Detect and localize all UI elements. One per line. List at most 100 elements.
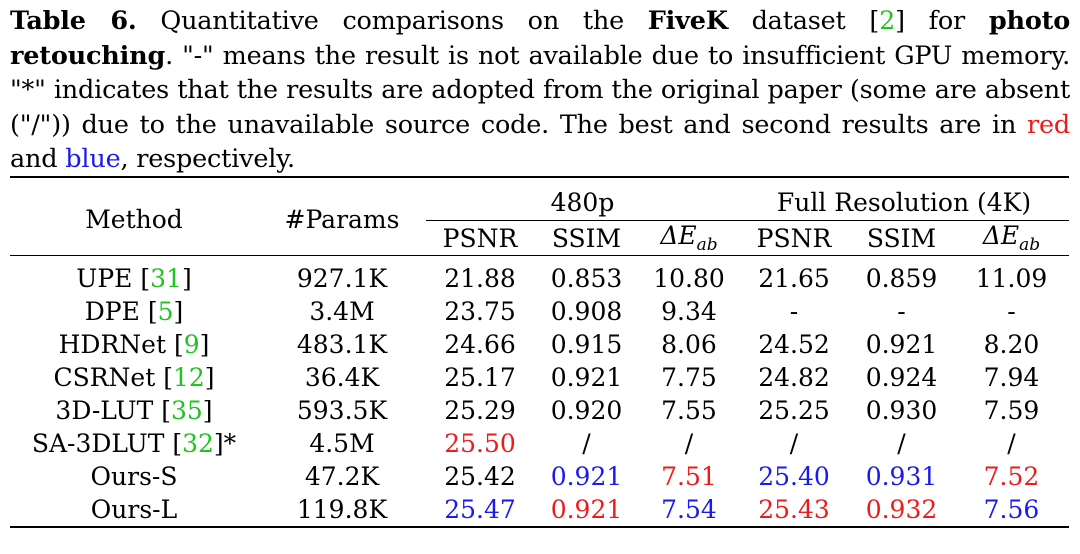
metric-cell: 8.20 xyxy=(983,330,1040,359)
metric-cell: 25.17 xyxy=(444,363,516,392)
metric-cell: 7.52 xyxy=(983,462,1040,491)
metric-cell: 25.29 xyxy=(444,396,516,425)
metric-cell: 9.34 xyxy=(661,297,717,326)
metric-cell: 7.56 xyxy=(983,495,1040,524)
citation-link[interactable]: 31 xyxy=(150,264,182,293)
caption-blue-word: blue xyxy=(65,144,121,174)
metric-cell: 24.82 xyxy=(758,363,830,392)
method-name: DPE xyxy=(84,297,148,326)
metric-cell: 0.915 xyxy=(550,330,623,359)
caption-text: ] for xyxy=(895,6,989,36)
metric-cell: 0.921 xyxy=(865,330,938,359)
method-name: Ours-S xyxy=(90,462,178,491)
header-psnr: PSNR xyxy=(442,223,518,253)
params-cell: 47.2K xyxy=(304,462,380,491)
table-row: Ours-L 119.8K 25.47 0.921 7.54 25.43 0.932 7.56 xyxy=(10,493,1069,527)
metric-cell: 24.66 xyxy=(444,330,516,359)
metric-cell: 0.921 xyxy=(550,363,623,392)
method-name: HDRNet xyxy=(58,330,174,359)
caption-red-word: red xyxy=(1026,109,1070,140)
method-name: 3D-LUT xyxy=(55,396,162,425)
header-480p: 480p xyxy=(426,178,739,221)
method-name: CSRNet xyxy=(53,363,164,392)
asterisk-mark: * xyxy=(223,429,237,458)
metric-cell: / xyxy=(789,429,799,458)
metric-cell: 7.54 xyxy=(661,495,717,524)
metric-cell: 7.75 xyxy=(661,363,717,392)
metric-cell: 0.921 xyxy=(550,462,623,491)
caption-text: . "-" means the result is not available … xyxy=(10,40,1070,140)
citation-link[interactable]: 5 xyxy=(157,297,174,326)
caption-dataset: FiveK xyxy=(647,6,728,36)
caption-text: dataset [ xyxy=(727,6,880,36)
header-full-resolution: Full Resolution (4K) xyxy=(739,178,1069,221)
citation-link[interactable]: 32 xyxy=(182,429,214,458)
header-params: #Params xyxy=(284,205,400,234)
caption-text: , respectively. xyxy=(120,144,295,174)
header-delta-e: ΔEab xyxy=(982,221,1041,255)
metric-cell: 0.920 xyxy=(550,396,623,425)
metric-cell: 0.930 xyxy=(865,396,938,425)
method-cell: HDRNet [9] xyxy=(58,330,210,359)
metric-cell: 7.59 xyxy=(983,396,1040,425)
table-row: UPE [31] 927.1K 21.88 0.853 10.80 21.65 0.859 1… xyxy=(10,262,1069,295)
caption-task: photo retouching xyxy=(10,6,1071,71)
metric-cell: / xyxy=(582,429,591,458)
citation-link[interactable]: 12 xyxy=(172,363,205,392)
metric-cell: 0.931 xyxy=(865,462,938,491)
metric-cell: 21.88 xyxy=(444,264,516,293)
caption-label: Table 6. xyxy=(10,6,137,36)
header-ssim: SSIM xyxy=(866,223,937,253)
metric-cell: 8.06 xyxy=(661,330,717,359)
method-cell: DPE [5] xyxy=(84,297,184,326)
params-cell: 483.1K xyxy=(296,330,388,359)
params-cell: 593.5K xyxy=(296,396,388,425)
method-name: Ours-L xyxy=(90,495,178,524)
metric-cell: - xyxy=(789,297,799,326)
metric-cell: 25.50 xyxy=(444,429,516,458)
citation-link[interactable]: 35 xyxy=(170,396,203,425)
metric-cell: / xyxy=(897,429,906,458)
caption-text: and xyxy=(10,144,66,174)
metric-cell: 0.924 xyxy=(865,363,938,392)
params-cell: 36.4K xyxy=(304,363,380,392)
method-name: UPE xyxy=(76,264,141,293)
metric-cell: 0.932 xyxy=(865,495,938,524)
method-cell: Ours-S xyxy=(10,460,258,493)
method-cell: UPE [31] xyxy=(76,264,192,293)
header-delta-e: ΔEab xyxy=(660,221,718,255)
method-cell: 3D-LUT [35] xyxy=(55,396,213,425)
metric-cell: 11.09 xyxy=(975,264,1048,293)
params-cell: 4.5M xyxy=(309,429,375,458)
metric-cell: / xyxy=(1007,429,1016,458)
table-row: CSRNet [12] 36.4K 25.17 0.921 7.75 24.82 0.924… xyxy=(10,361,1069,394)
metric-cell: / xyxy=(684,429,694,458)
metric-cell: 0.908 xyxy=(550,297,623,326)
metric-cell: 7.55 xyxy=(661,396,717,425)
citation-link[interactable]: 2 xyxy=(879,6,896,36)
table-row: SA-3DLUT [32]* 4.5M 25.50 / / / / / xyxy=(10,427,1069,460)
metric-cell: 25.42 xyxy=(444,462,516,491)
metric-cell: 21.65 xyxy=(758,264,830,293)
results-table: Method #Params 480p Full Resolution (4K)… xyxy=(10,176,1069,529)
params-cell: 3.4M xyxy=(309,297,375,326)
table-row: Ours-S 47.2K 25.42 0.921 7.51 25.40 0.931 7.52 xyxy=(10,460,1069,493)
table-row: DPE [5] 3.4M 23.75 0.908 9.34 - - - xyxy=(10,295,1069,328)
metric-cell: 7.94 xyxy=(983,363,1040,392)
table-row: HDRNet [9] 483.1K 24.66 0.915 8.06 24.52 0.921… xyxy=(10,328,1069,361)
method-cell: Ours-L xyxy=(10,493,258,527)
metric-cell: 0.853 xyxy=(550,264,623,293)
header-ssim: SSIM xyxy=(551,223,622,253)
table-row: 3D-LUT [35] 593.5K 25.29 0.920 7.55 25.25 0.93… xyxy=(10,394,1069,427)
metric-cell: 0.921 xyxy=(550,495,623,524)
caption-text: Quantitative comparisons on the xyxy=(136,6,648,36)
metric-cell: 23.75 xyxy=(444,297,516,326)
metric-cell: 10.80 xyxy=(653,264,725,293)
citation-link[interactable]: 9 xyxy=(183,330,200,359)
metric-cell: 25.43 xyxy=(758,495,830,524)
header-method: Method xyxy=(85,205,183,234)
metric-cell: 25.47 xyxy=(444,495,516,524)
metric-cell: 0.859 xyxy=(865,264,938,293)
metric-cell: 25.40 xyxy=(758,462,830,491)
